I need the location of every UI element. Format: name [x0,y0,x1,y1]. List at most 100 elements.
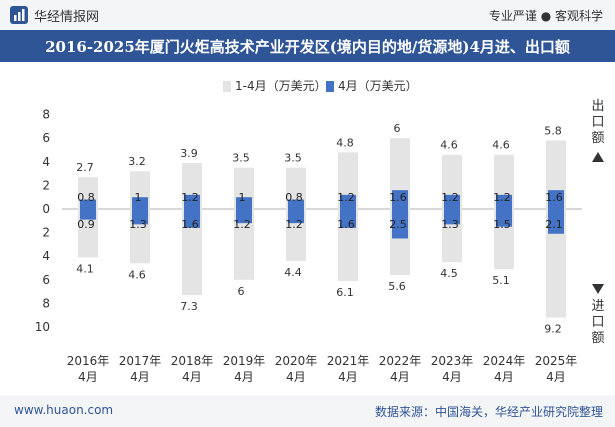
website-link[interactable]: www.huaon.com [14,403,114,417]
x-tick-label: 2023年 4月 [431,354,474,384]
x-tick-label: 2018年 4月 [171,354,214,384]
svg-text:出: 出 [591,99,604,114]
y-tick-label: 2 [42,178,50,192]
y-tick-label: 4 [42,155,50,169]
bar-april-export [132,197,148,209]
bar-total-import [182,209,202,296]
legend-swatch-april [326,81,334,92]
y-tick-label: 6 [42,131,50,145]
label-total-export: 6 [394,122,401,135]
bar-april-import [236,209,252,224]
y-tick-label: 6 [42,273,50,287]
bar-april-import [184,209,200,228]
bar-april-import [392,209,408,239]
label-april-export: 1 [239,191,246,204]
top-bar: 华经情报网 专业严谨 ● 客观科学 [0,0,615,30]
x-tick-label: 2022年 4月 [379,354,422,384]
label-total-import: 6 [238,285,245,298]
legend-label-total: 1-4月（万美元） [235,79,327,93]
label-total-export: 5.8 [544,125,562,138]
x-tick-label: 2024年 4月 [483,354,526,384]
label-total-import: 5.6 [388,280,406,293]
footer: www.huaon.com 数据来源：中国海关，华经产业研究院整理 [0,395,615,427]
label-april-import: 1.2 [233,218,251,231]
arrow-up-icon [592,152,604,162]
bar-april-import [80,209,96,220]
label-total-export: 3.5 [232,152,250,165]
label-april-export: 1.2 [493,191,511,204]
bar-april-import [444,209,460,225]
label-april-import: 1.3 [441,218,459,231]
label-april-export: 1.2 [441,191,459,204]
svg-text:进: 进 [591,299,604,314]
label-april-import: 0.9 [77,218,95,231]
bar-april-export [496,194,512,209]
label-total-import: 7.3 [180,300,198,313]
label-total-import: 4.1 [76,262,94,275]
label-april-export: 1.2 [181,191,199,204]
data-source: 数据来源：中国海关，华经产业研究院整理 [374,405,603,419]
label-april-import: 1.2 [285,218,303,231]
bar-april-import [548,209,564,234]
label-total-import: 4.5 [440,267,458,280]
bar-april-import [496,209,512,227]
y-tick-label: 10 [35,320,50,334]
legend: 1-4月（万美元） 4月（万美元） [223,79,418,93]
label-total-export: 4.6 [440,139,458,152]
label-total-export: 4.6 [492,139,510,152]
label-april-export: 1.6 [389,191,407,204]
label-total-export: 4.8 [336,136,354,149]
y-tick-label: 8 [42,108,50,122]
bar-total-export [286,167,306,209]
bar-april-export [392,190,408,209]
label-april-import: 2.5 [389,218,407,231]
label-april-export: 1 [135,191,142,204]
label-april-export: 1.2 [337,191,355,204]
label-april-import: 1.5 [493,218,511,231]
bar-total-import [546,209,566,318]
side-label-import: 进口额 [591,299,604,346]
x-tick-label: 2016年 4月 [67,354,110,384]
chart-title: 2016-2025年厦门火炬高技术产业开发区(境内目的地/货源地)4月进、出口额 [45,38,570,56]
legend-label-april: 4月（万美元） [338,79,418,93]
x-tick-label: 2021年 4月 [327,354,370,384]
arrow-down-icon [592,284,604,294]
bars [78,138,566,318]
label-total-import: 9.2 [544,323,562,336]
bar-april-export [184,194,200,209]
label-total-import: 4.4 [284,266,302,279]
svg-text:口: 口 [591,115,604,130]
bar-april-export [236,197,252,209]
label-april-export: 1.6 [545,191,563,204]
brand-name: 华经情报网 [34,10,100,25]
label-april-export: 0.8 [285,191,303,204]
y-axis: 8 6 4 2 0 2 4 6 8 10 [35,108,50,334]
label-total-export: 2.7 [76,161,94,174]
label-total-export: 3.9 [180,147,198,160]
x-tick-label: 2019年 4月 [223,354,266,384]
label-april-import: 1.3 [129,218,147,231]
label-total-import: 6.1 [336,286,354,299]
bar-april-export [288,199,304,209]
svg-text:额: 额 [591,131,604,146]
bar-april-export [444,194,460,209]
brand-logo-icon [10,6,28,24]
side-label-export: 出口额 [591,99,604,146]
bar-april-export [340,194,356,209]
y-tick-label: 0 [42,202,50,216]
data-labels: 2.7 4.1 0.8 0.9 3.2 4.6 1 1.3 3.9 7.3 1.2 1.6 3.5 6 1 1… [76,122,563,335]
label-total-import: 4.6 [128,268,146,281]
svg-text:口: 口 [591,315,604,330]
x-tick-label: 2017年 4月 [119,354,162,384]
label-total-import: 5.1 [492,274,510,287]
x-tick-label: 2025年 4月 [535,354,578,384]
chart: 1-4月（万美元） 4月（万美元） 8 6 4 2 0 2 4 6 8 10 2.7 4.1 0.8 0.… [35,79,605,384]
y-tick-label: 4 [42,249,50,263]
bar-april-export [548,190,564,209]
x-axis: 2016年 4月 2017年 4月 2018年 4月 2019年 4月 2020年 4月 2021年… [67,354,578,384]
label-april-export: 0.8 [77,191,95,204]
legend-swatch-total [223,81,231,92]
y-tick-label: 2 [42,226,50,240]
title-bar: 2016-2025年厦门火炬高技术产业开发区(境内目的地/货源地)4月进、出口额 [0,30,615,62]
bar-april-export [80,199,96,209]
